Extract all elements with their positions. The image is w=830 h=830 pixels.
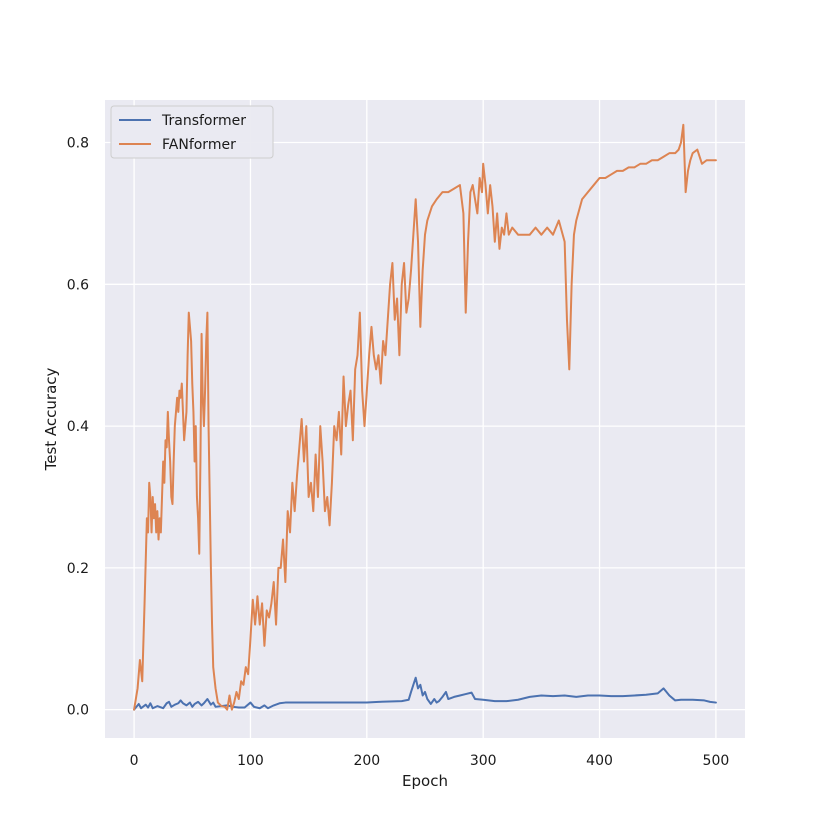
y-axis-label: Test Accuracy [42, 367, 60, 471]
series-lines [133, 123, 717, 711]
x-tick-labels: 0 100 200 300 400 500 [130, 753, 730, 769]
y-tick-labels: 0.0 0.2 0.4 0.6 0.8 [67, 136, 89, 719]
series-line-transformer [133, 676, 717, 711]
x-tick-label: 200 [353, 753, 380, 769]
y-tick-label: 0.8 [67, 136, 89, 152]
x-tick-label: 500 [703, 753, 730, 769]
y-tick-label: 0.2 [67, 561, 89, 577]
legend-box [110, 105, 274, 159]
y-tick-label: 0.4 [67, 419, 89, 435]
x-tick-label: 400 [586, 753, 613, 769]
series-line-fanformer [133, 123, 717, 711]
x-tick-label: 0 [130, 753, 139, 769]
legend-label-transformer: Transformer [161, 113, 246, 129]
legend: Transformer FANformer [110, 105, 274, 159]
x-axis-label: Epoch [402, 772, 448, 790]
y-tick-label: 0.6 [67, 277, 89, 293]
x-tick-label: 100 [237, 753, 264, 769]
y-tick-label: 0.0 [67, 703, 89, 719]
legend-label-fanformer: FANformer [162, 137, 236, 153]
x-tick-label: 300 [470, 753, 497, 769]
